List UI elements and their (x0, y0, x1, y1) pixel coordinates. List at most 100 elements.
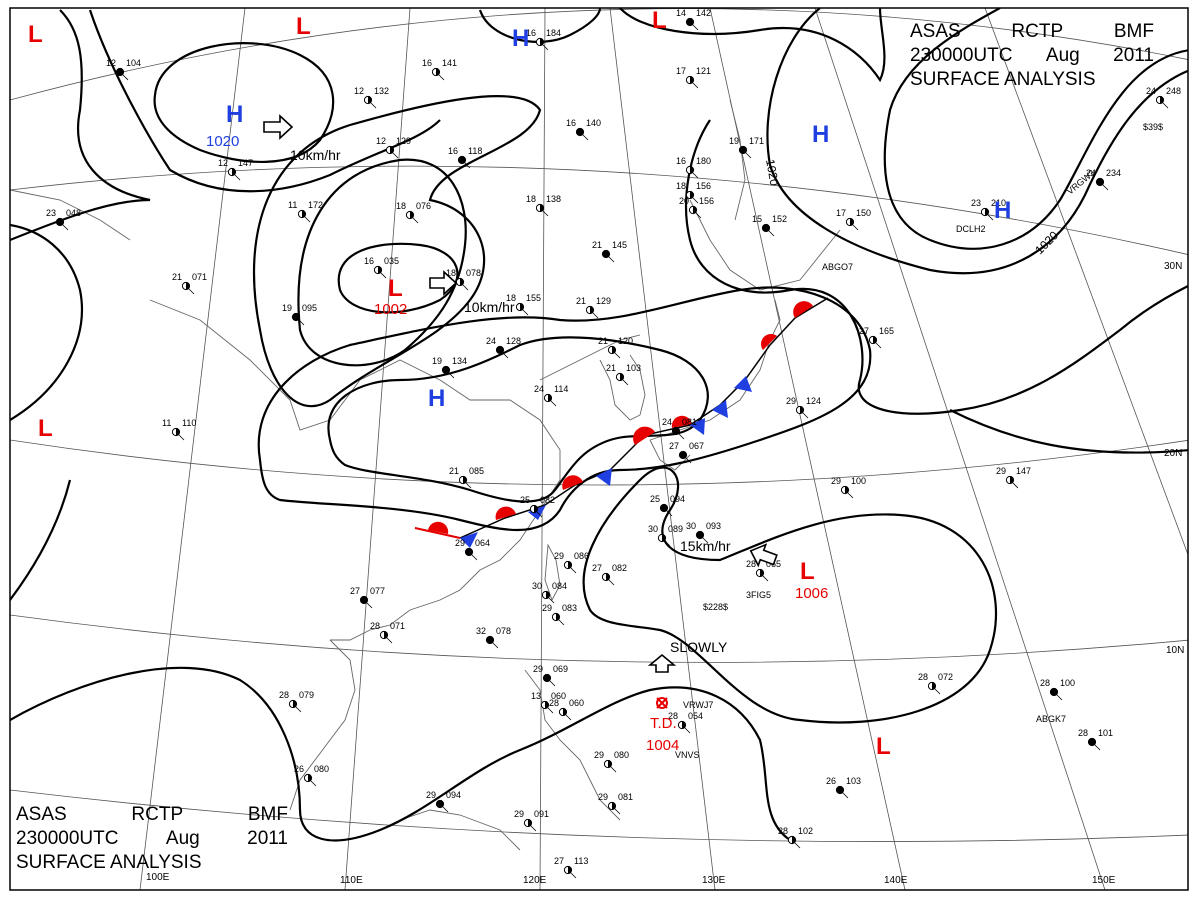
station-pressure: 095 (302, 303, 317, 313)
station-cloud-fill (293, 700, 297, 708)
station-pressure: 171 (749, 136, 764, 146)
station-cloud-fill (302, 210, 306, 218)
station-wind-barb (562, 711, 572, 721)
station-cloud-fill (540, 204, 544, 212)
station-plot: 21 120 (598, 336, 633, 359)
station-plot: 16 184 (526, 28, 561, 51)
station-cloud-fill (308, 774, 312, 782)
station-cloud-fill (850, 218, 854, 226)
station-plot: 30 084 (532, 581, 567, 604)
station-pressure: 124 (806, 396, 821, 406)
motion-label-1006: 15km/hr (680, 538, 731, 554)
station-temp: 29 (554, 551, 564, 561)
low-center-letter: L (388, 275, 403, 302)
station-plot: 29 124 (786, 396, 821, 419)
isobar-1006-ring (582, 466, 998, 724)
station-cloud-fill (534, 505, 538, 513)
station-pressure: 067 (689, 441, 704, 451)
coast-indochina (289, 639, 356, 811)
station-temp: 16 (676, 156, 686, 166)
station-cloud-fill (545, 701, 549, 709)
longitude-labels: 100E 110E 120E 130E 140E 150E (146, 872, 1116, 886)
station-plot: 28 100 (1040, 678, 1075, 701)
station-cloud-fill (540, 38, 544, 46)
station-plot: 16 141 (422, 58, 457, 81)
cold-tri-6 (734, 376, 752, 392)
station-temp: 19 (282, 303, 292, 313)
low-center-value: 1006 (795, 585, 828, 602)
station-pressure: 085 (469, 466, 484, 476)
station-temp: 29 (594, 750, 604, 760)
station-temp: 30 (648, 524, 658, 534)
station-pressure: 110 (182, 418, 196, 428)
station-plot: 28 054 (668, 711, 703, 734)
station-plot: 27 165 (859, 326, 894, 349)
station-pressure: 150 (856, 208, 871, 218)
ship-id: ABGO7 (822, 262, 853, 272)
station-cloud-fill (548, 394, 552, 402)
station-pressure: 078 (496, 626, 511, 636)
warm-bump-4 (633, 426, 655, 445)
station-wind-barb (1053, 691, 1063, 701)
lon-line-130e (609, 8, 716, 890)
lon-label-130e: 130E (702, 875, 726, 886)
station-pressure: 134 (452, 356, 467, 366)
lat-line-20n (10, 439, 1188, 486)
station-pressure: 081 (682, 417, 697, 427)
station-wind-barb (527, 822, 537, 832)
station-cloud-fill (662, 534, 666, 542)
station-wind-barb (839, 789, 849, 799)
station-pressure: 103 (626, 363, 641, 373)
station-temp: 23 (46, 208, 56, 218)
station-temp: 12 (354, 86, 364, 96)
station-cloud-fill (440, 800, 444, 808)
station-pressure: 064 (475, 538, 490, 548)
station-wind-barb (681, 724, 691, 734)
station-wind-barb (849, 221, 859, 231)
station-temp: 21 (449, 466, 459, 476)
td-value: 1004 (646, 737, 679, 754)
station-temp: 18 (446, 268, 456, 278)
station-plot: 16 140 (566, 118, 601, 141)
station-wind-barb (699, 534, 709, 544)
warm-bump-1 (428, 521, 449, 534)
motion-arrow-low (429, 270, 458, 296)
station-cloud-fill (608, 760, 612, 768)
station-temp: 28 (370, 621, 380, 631)
station-plot: 25 094 (650, 494, 685, 517)
station-wind-barb (295, 316, 305, 326)
station-plot: 29 086 (554, 551, 589, 574)
lon-line-120e (539, 8, 546, 890)
station-pressure: 248 (1166, 86, 1181, 96)
station-plot: 24 248 (1146, 86, 1181, 109)
station-cloud-fill (792, 836, 796, 844)
station-plot: 23 048 (46, 208, 81, 231)
station-temp: 29 (996, 466, 1006, 476)
station-cloud-fill (800, 406, 804, 414)
station-temp: 21 (172, 272, 182, 282)
station-cloud-fill (462, 156, 466, 164)
warm-bump-2 (495, 506, 516, 520)
station-plot: 29 081 (598, 792, 633, 815)
station-plot: 26 080 (294, 764, 329, 787)
warm-bump-5 (671, 415, 692, 428)
station-wind-barb (844, 489, 854, 499)
header-code: BMF (247, 804, 288, 825)
lon-label-110e: 110E (340, 875, 363, 886)
station-wind-barb (689, 194, 699, 204)
station-wind-barb (579, 131, 589, 141)
lon-line-110e (344, 8, 411, 890)
station-wind-barb (533, 508, 543, 518)
station-plot: 23 210 (971, 198, 1006, 221)
station-wind-barb (589, 309, 599, 319)
station-cloud-fill (368, 96, 372, 104)
station-pressure: 048 (66, 208, 81, 218)
map-frame (9, 7, 1189, 891)
warm-bump-6 (761, 334, 777, 350)
station-wind-barb (611, 805, 621, 815)
isobars (10, 8, 1188, 842)
station-plot: 24 128 (486, 336, 521, 359)
station-temp: 29 (831, 476, 841, 486)
station-plot: 21 071 (172, 272, 207, 295)
coast-japan (649, 299, 781, 441)
